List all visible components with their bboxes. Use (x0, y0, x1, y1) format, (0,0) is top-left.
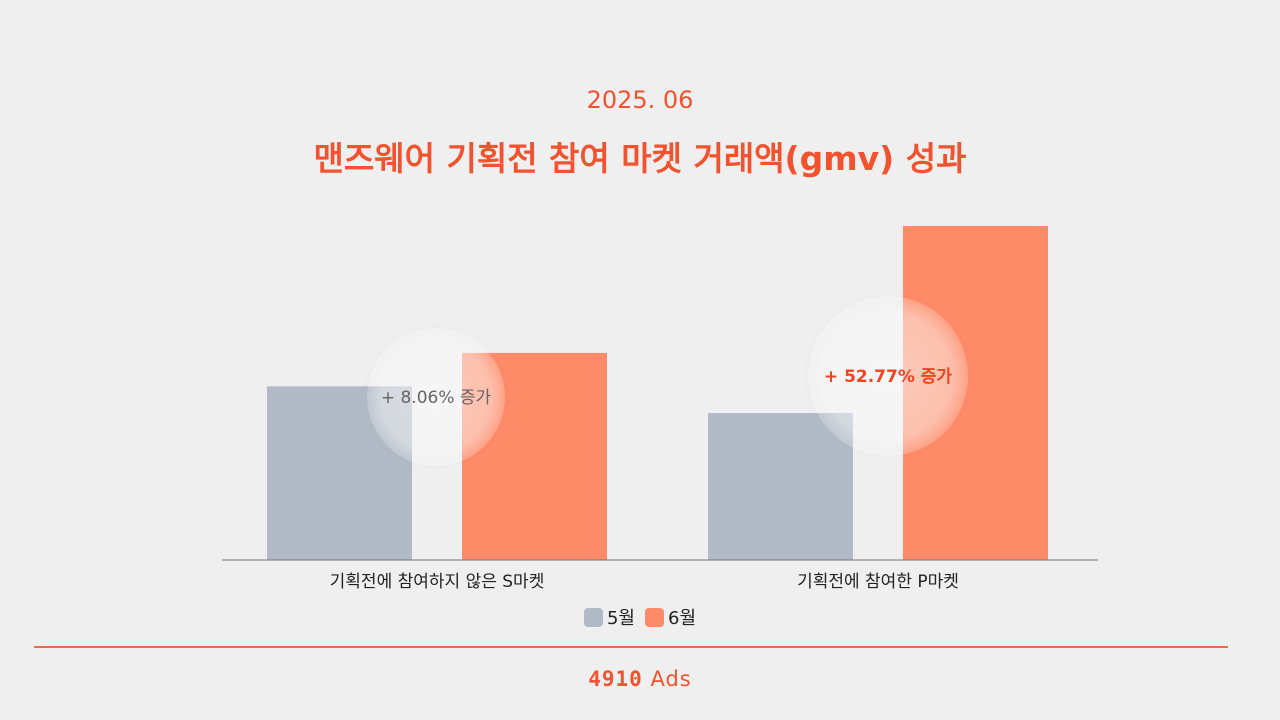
logo-text: Ads (650, 667, 692, 691)
annotation-bubble (367, 328, 505, 466)
annotation-bubble (808, 296, 968, 456)
legend: 5월 6월 (0, 604, 1280, 630)
growth-annotation: + 52.77% 증가 (824, 367, 953, 387)
growth-annotation: + 8.06% 증가 (381, 388, 492, 408)
legend-swatch-june (645, 607, 664, 627)
divider (34, 646, 1228, 648)
legend-item-june: 6월 (645, 604, 696, 630)
page-title: 맨즈웨어 기획전 참여 마켓 거래액(gmv) 성과 (313, 139, 967, 178)
category-label: 기획전에 참여하지 않은 S마켓 (330, 572, 545, 592)
legend-label-june: 6월 (668, 608, 697, 629)
logo-number: 4910 (588, 667, 643, 691)
report-date: 2025. 06 (586, 86, 694, 114)
legend-swatch-may (583, 607, 603, 627)
legend-item-may: 5월 (583, 604, 635, 630)
legend-label-may: 5월 (606, 608, 635, 629)
category-label: 기획전에 참여한 P마켓 (797, 572, 959, 592)
brand-logo: 4910 Ads (0, 667, 1280, 691)
bar-may-1 (708, 413, 853, 560)
